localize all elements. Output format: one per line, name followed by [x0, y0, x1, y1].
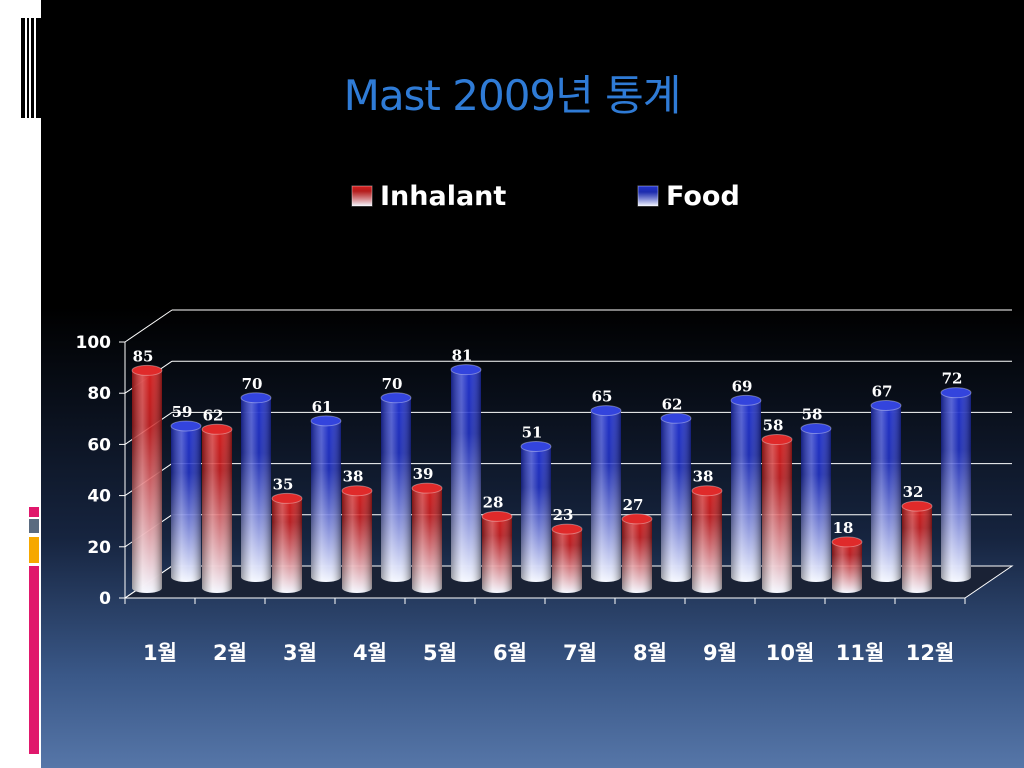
data-label: 72 [942, 370, 963, 388]
inhalant-bar [551, 523, 583, 593]
x-category-label: 12월 [906, 641, 955, 665]
y-tick-label: 20 [87, 538, 111, 558]
data-label: 51 [522, 423, 543, 441]
slide-title: Mast 2009년 통계 [343, 71, 682, 120]
x-category-label: 4월 [353, 641, 387, 665]
data-label: 18 [833, 519, 854, 537]
x-category-label: 10월 [766, 641, 815, 665]
food-bar [240, 392, 272, 582]
inhalant-bar [341, 485, 373, 593]
food-bar [660, 412, 692, 582]
data-label: 70 [382, 375, 403, 393]
accent-pink-2 [29, 566, 39, 754]
accent-pink-1 [29, 507, 39, 517]
x-category-label: 5월 [423, 641, 457, 665]
inhalant-bar [621, 513, 653, 593]
y-tick-label: 40 [87, 487, 111, 507]
data-label: 32 [903, 483, 924, 501]
x-category-label: 7월 [563, 641, 597, 665]
legend-item: Food [637, 181, 740, 212]
inhalant-bar [131, 364, 163, 593]
legend-item: Inhalant [351, 181, 506, 212]
food-bar [870, 399, 902, 582]
data-label: 85 [133, 347, 154, 365]
data-label: 62 [203, 406, 224, 424]
data-label: 81 [452, 347, 473, 365]
legend-swatch [351, 185, 373, 207]
legend-label: Food [666, 181, 740, 212]
food-bar [590, 405, 622, 582]
x-category-label: 3월 [283, 641, 317, 665]
gridline-side [124, 309, 173, 343]
food-bar [380, 392, 412, 582]
inhalant-bar [901, 500, 933, 593]
data-label: 69 [732, 377, 753, 395]
food-bar [940, 387, 972, 582]
y-tick-label: 80 [87, 384, 111, 404]
data-label: 35 [273, 475, 294, 493]
data-label: 59 [172, 403, 193, 421]
y-tick-label: 60 [87, 435, 111, 455]
data-label: 61 [312, 398, 333, 416]
inhalant-bar [411, 482, 443, 593]
food-bar [520, 440, 552, 582]
food-bar [800, 423, 832, 582]
x-category-label: 1월 [143, 641, 177, 665]
data-label: 38 [343, 468, 364, 486]
x-category-label: 2월 [213, 641, 247, 665]
food-bar [170, 420, 202, 582]
x-category-label: 8월 [633, 641, 667, 665]
food-bar [730, 394, 762, 582]
data-label: 65 [592, 388, 613, 406]
y-tick-label: 100 [76, 333, 112, 353]
data-label: 39 [413, 465, 434, 483]
inhalant-bar [761, 434, 793, 593]
y-tick-label: 0 [99, 589, 111, 609]
inhalant-bar [271, 492, 303, 593]
food-bar [450, 364, 482, 582]
data-label: 58 [763, 417, 784, 435]
decorative-stripes [21, 18, 41, 118]
inhalant-bar [201, 423, 233, 593]
data-label: 38 [693, 468, 714, 486]
food-bar [310, 415, 342, 582]
legend-label: Inhalant [380, 181, 506, 212]
data-label: 62 [662, 395, 683, 413]
x-category-label: 11월 [836, 641, 885, 665]
x-category-label: 6월 [493, 641, 527, 665]
data-label: 23 [553, 506, 574, 524]
accent-gray [29, 519, 39, 533]
data-label: 70 [242, 375, 263, 393]
accent-orange [29, 537, 39, 563]
data-label: 58 [802, 406, 823, 424]
inhalant-bar [691, 485, 723, 593]
data-label: 67 [872, 382, 893, 400]
inhalant-bar [831, 536, 863, 593]
inhalant-bar [481, 510, 513, 593]
legend-swatch [637, 185, 659, 207]
x-category-label: 9월 [703, 641, 737, 665]
data-label: 27 [623, 496, 644, 514]
data-label: 28 [483, 493, 504, 511]
